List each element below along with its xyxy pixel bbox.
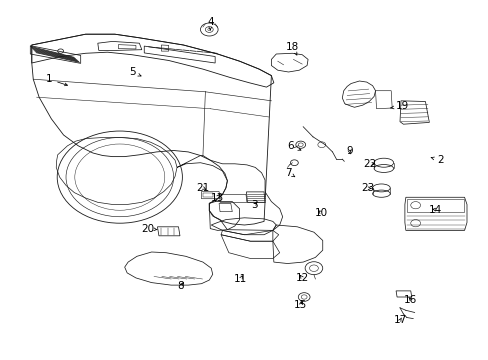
Text: 12: 12: [295, 273, 308, 283]
Text: 21: 21: [196, 183, 209, 193]
Text: 13: 13: [210, 193, 224, 203]
Text: 3: 3: [250, 200, 257, 210]
Text: 15: 15: [293, 300, 306, 310]
Text: 7: 7: [285, 168, 294, 178]
Text: 22: 22: [363, 159, 376, 169]
Text: 19: 19: [389, 101, 408, 111]
Text: 20: 20: [141, 224, 157, 234]
Text: 18: 18: [285, 42, 299, 55]
Text: 17: 17: [392, 315, 406, 325]
Text: 14: 14: [427, 204, 441, 215]
Text: 1: 1: [45, 74, 67, 86]
Text: 16: 16: [403, 294, 417, 305]
Text: 9: 9: [346, 146, 352, 156]
Text: 4: 4: [206, 17, 213, 30]
Text: 5: 5: [128, 67, 141, 77]
Text: 10: 10: [315, 208, 327, 218]
Text: 6: 6: [287, 141, 300, 151]
Text: 8: 8: [177, 281, 184, 291]
Text: 2: 2: [430, 155, 443, 165]
Text: 23: 23: [361, 183, 374, 193]
Text: 11: 11: [233, 274, 247, 284]
